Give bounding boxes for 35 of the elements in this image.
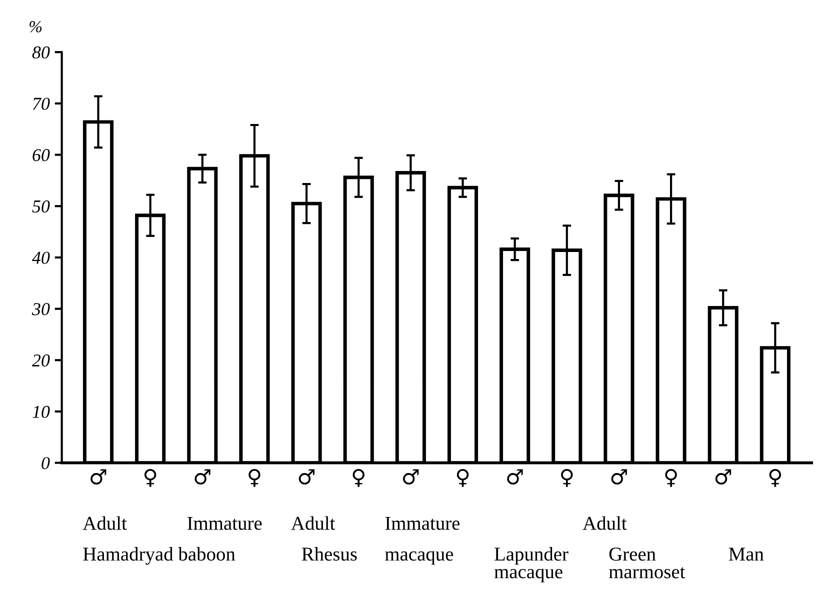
- y-tick-label: 10: [32, 406, 50, 418]
- x-tick-label: ♀: [144, 468, 156, 487]
- y-tick-label: 20: [32, 354, 50, 367]
- y-tick-label: 30: [32, 303, 50, 316]
- text: Green marmoset: [608, 548, 686, 578]
- y-tick-label: 80: [32, 46, 50, 59]
- x-tick-label: ♂: [715, 469, 732, 484]
- y-axis-title: %: [30, 21, 42, 32]
- text: Immature: [187, 516, 262, 530]
- text: Hamadryad baboon: [83, 547, 236, 565]
- x-tick-label: ♂: [298, 469, 315, 484]
- text: Man: [728, 548, 764, 561]
- text: macaque: [385, 551, 454, 565]
- text: Adult: [82, 516, 127, 530]
- x-tick-label: ♀: [456, 468, 469, 487]
- y-tick-label: 0: [42, 457, 50, 470]
- text: Immature: [385, 516, 460, 530]
- x-tick-label: ♂: [90, 469, 106, 484]
- y-tick-label: 40: [32, 252, 50, 264]
- y-tick-label: 70: [32, 98, 50, 110]
- text: Adult: [291, 516, 336, 530]
- x-tick-label: ♀: [665, 468, 677, 487]
- y-tick-label: 50: [32, 200, 50, 213]
- x-tick-label: ♀: [561, 468, 573, 487]
- text: Lapunder macaque: [494, 547, 568, 582]
- x-tick-label: ♀: [769, 468, 782, 487]
- x-tick-label: ♀: [248, 468, 260, 487]
- text: Rhesus: [302, 547, 357, 561]
- y-tick-label: 60: [32, 149, 50, 162]
- x-tick-label: ♂: [507, 469, 523, 484]
- x-tick-label: ♀: [352, 468, 364, 487]
- x-tick-label: ♂: [611, 469, 627, 484]
- x-tick-label: ♂: [402, 469, 419, 484]
- x-tick-label: ♂: [194, 469, 210, 484]
- text: Adult: [582, 516, 627, 530]
